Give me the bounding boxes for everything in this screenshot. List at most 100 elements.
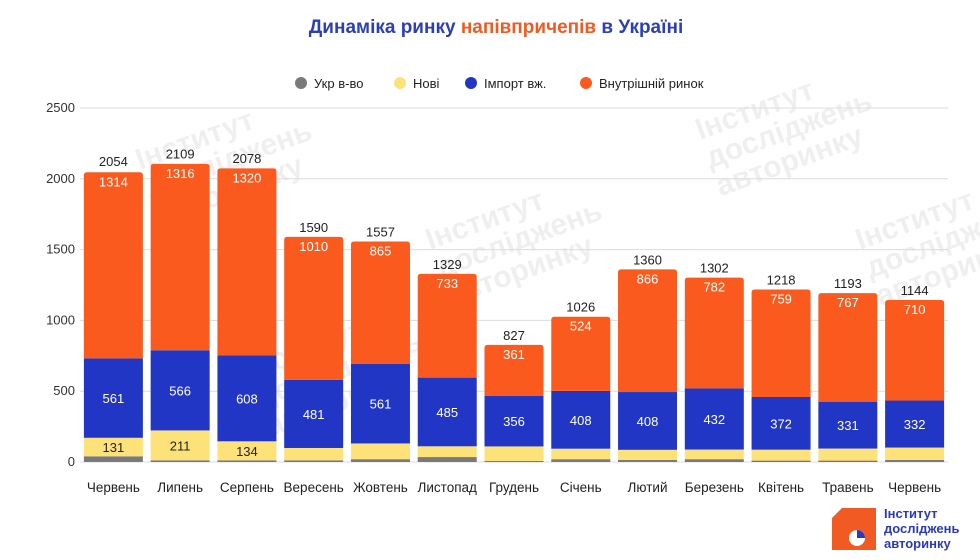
bar-stack: 408 524 1026 — [551, 300, 611, 462]
bar-segment — [350, 241, 410, 365]
bar-segment — [284, 236, 344, 380]
y-tick-label: 1000 — [46, 312, 75, 327]
data-label: 866 — [637, 271, 659, 286]
bar-segment — [818, 460, 878, 462]
data-label: 481 — [303, 407, 325, 422]
bar-segment — [551, 390, 611, 449]
x-tick-label: Травень — [822, 480, 874, 495]
bar-segment — [217, 441, 277, 461]
x-axis: Червень Липень Серпень Вересень Жовтень Листо… — [87, 480, 941, 495]
y-tick-label: 2500 — [46, 100, 75, 115]
y-tick-label: 1500 — [46, 242, 75, 257]
bar-segment — [150, 430, 210, 461]
data-label: 733 — [436, 276, 458, 291]
total-label: 1302 — [700, 261, 729, 276]
legend-label: Імпорт вж. — [484, 76, 546, 91]
data-label: 524 — [570, 319, 592, 334]
total-label: 1218 — [767, 273, 796, 288]
y-axis: 0 500 1000 1500 2000 2500 — [46, 100, 75, 469]
data-label: 1010 — [299, 239, 328, 254]
data-label: 767 — [837, 295, 859, 310]
x-tick-label: Березень — [685, 480, 744, 495]
data-label: 356 — [503, 414, 525, 429]
x-tick-label: Квітень — [758, 480, 804, 495]
bar-segment — [83, 172, 143, 359]
bar-segment — [885, 400, 945, 448]
bar-segment — [150, 460, 210, 462]
total-label: 2054 — [99, 154, 128, 169]
data-label: 332 — [904, 417, 926, 432]
logo-text: Інститут — [884, 506, 938, 521]
data-label: 561 — [370, 397, 392, 412]
total-label: 1193 — [834, 276, 862, 291]
bar-segment — [885, 459, 945, 462]
bar-segment — [818, 293, 878, 402]
legend-item: Імпорт вж. — [465, 76, 546, 91]
bar-stack: 211 566 1316 2109 — [150, 146, 210, 462]
x-tick-label: Червень — [87, 480, 140, 495]
x-tick-label: Вересень — [284, 480, 344, 495]
bar-segment — [417, 377, 477, 447]
bar-segment — [83, 358, 143, 438]
bar-segment — [885, 447, 945, 460]
total-label: 2109 — [166, 146, 195, 161]
legend-swatch — [465, 77, 477, 89]
data-label: 331 — [837, 418, 859, 433]
bar-segment — [618, 449, 678, 460]
bars: 131 561 1314 2054 211 566 1316 2109 134 608 1320 20… — [83, 146, 945, 462]
total-label: 2078 — [232, 151, 261, 166]
bar-segment — [350, 364, 410, 444]
total-label: 1360 — [633, 252, 662, 267]
y-tick-label: 2000 — [46, 171, 75, 186]
chart-title: Динаміка ринку напівпричепів в Україні — [309, 17, 683, 38]
x-tick-label: Січень — [560, 480, 602, 495]
bar-stack: 481 1010 1590 — [284, 220, 344, 462]
data-label: 561 — [103, 391, 125, 406]
bar-segment — [751, 289, 811, 398]
bar-segment — [350, 459, 410, 462]
data-label: 131 — [103, 440, 125, 455]
total-label: 1557 — [366, 225, 395, 240]
legend-item: Внутрішній ринок — [580, 76, 704, 91]
data-label: 566 — [169, 383, 191, 398]
bar-segment — [417, 446, 477, 458]
x-tick-label: Грудень — [489, 480, 539, 495]
total-label: 1026 — [566, 300, 595, 315]
bar-segment — [551, 459, 611, 462]
data-label: 408 — [570, 413, 592, 428]
bar-segment — [484, 344, 544, 397]
bar-segment — [618, 269, 678, 393]
bar-segment — [684, 459, 744, 462]
legend-item: Нові — [394, 76, 440, 91]
x-tick-label: Липень — [157, 480, 203, 495]
legend-swatch — [394, 77, 406, 89]
bar-stack: 432 782 1302 — [684, 261, 744, 462]
data-label: 134 — [236, 444, 258, 459]
total-label: 1144 — [901, 283, 929, 298]
bar-segment — [751, 397, 811, 450]
bar-segment — [417, 457, 477, 462]
bar-segment — [551, 448, 611, 460]
chart-legend: Укр в-во Нові Імпорт вж. Внутрішній ринок — [295, 76, 704, 91]
bar-segment — [618, 459, 678, 462]
logo-pie-slice — [857, 530, 865, 538]
y-tick-label: 500 — [53, 383, 75, 398]
chart-title-part: напівпричепів — [461, 17, 596, 38]
data-label: 361 — [503, 347, 525, 362]
bar-segment — [684, 277, 744, 389]
data-label: 1314 — [99, 174, 128, 189]
x-tick-label: Серпень — [220, 480, 274, 495]
bar-stack: 131 561 1314 2054 — [83, 154, 143, 462]
bar-segment — [284, 447, 344, 461]
data-label: 372 — [770, 416, 792, 431]
bar-stack: 561 865 1557 — [350, 225, 410, 462]
bar-segment — [751, 449, 811, 461]
data-label: 408 — [637, 414, 659, 429]
bar-stack: 332 710 1144 — [885, 283, 945, 462]
bar-segment — [217, 168, 277, 356]
bar-segment — [618, 392, 678, 450]
bar-segment — [751, 460, 811, 462]
data-label: 1316 — [166, 166, 195, 181]
